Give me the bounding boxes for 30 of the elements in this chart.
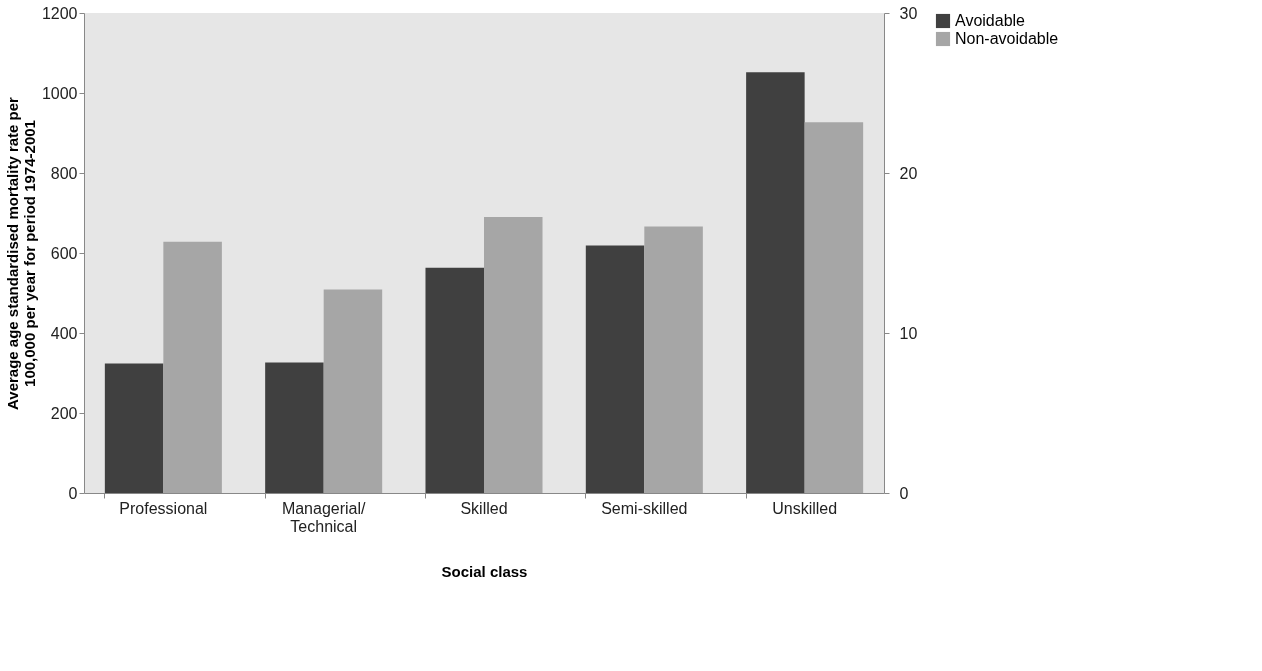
bar [104, 363, 164, 493]
y2-tick-label: 10 [899, 324, 918, 342]
x-axis-title: Social class [441, 562, 528, 580]
legend-label: Non-avoidable [955, 30, 1059, 47]
bar [323, 289, 383, 493]
y-tick-label: 1000 [41, 84, 78, 102]
bar [644, 226, 703, 493]
y-tick-label: 800 [50, 164, 78, 182]
y-tick-label: 1200 [41, 4, 78, 22]
y-tick-label: 0 [68, 484, 78, 502]
y2-tick-label: 20 [899, 164, 918, 182]
x-tick-label: Semi-skilled [601, 499, 688, 517]
y-axis-title: Average age standardised mortality rate per 100,000 per year for period 1974-2001 [3, 96, 38, 410]
bar [265, 362, 324, 493]
x-tick-label: Unskilled [772, 499, 838, 517]
y-tick-label: 200 [50, 404, 78, 422]
bar [585, 245, 645, 493]
bar [163, 241, 222, 493]
legend-label: Avoidable [955, 12, 1026, 29]
y-tick-label: 600 [50, 244, 78, 262]
x-tick-label: Professional [119, 499, 208, 517]
y2-tick-label: 0 [899, 484, 909, 502]
bar [425, 267, 484, 493]
bar [746, 72, 805, 493]
x-tick-label: Managerial/Technical [281, 499, 367, 535]
bar [804, 122, 864, 493]
bar [484, 217, 543, 493]
x-tick-label: Skilled [460, 499, 508, 517]
y-tick-label: 400 [50, 324, 78, 342]
y2-tick-label: 30 [899, 4, 918, 22]
